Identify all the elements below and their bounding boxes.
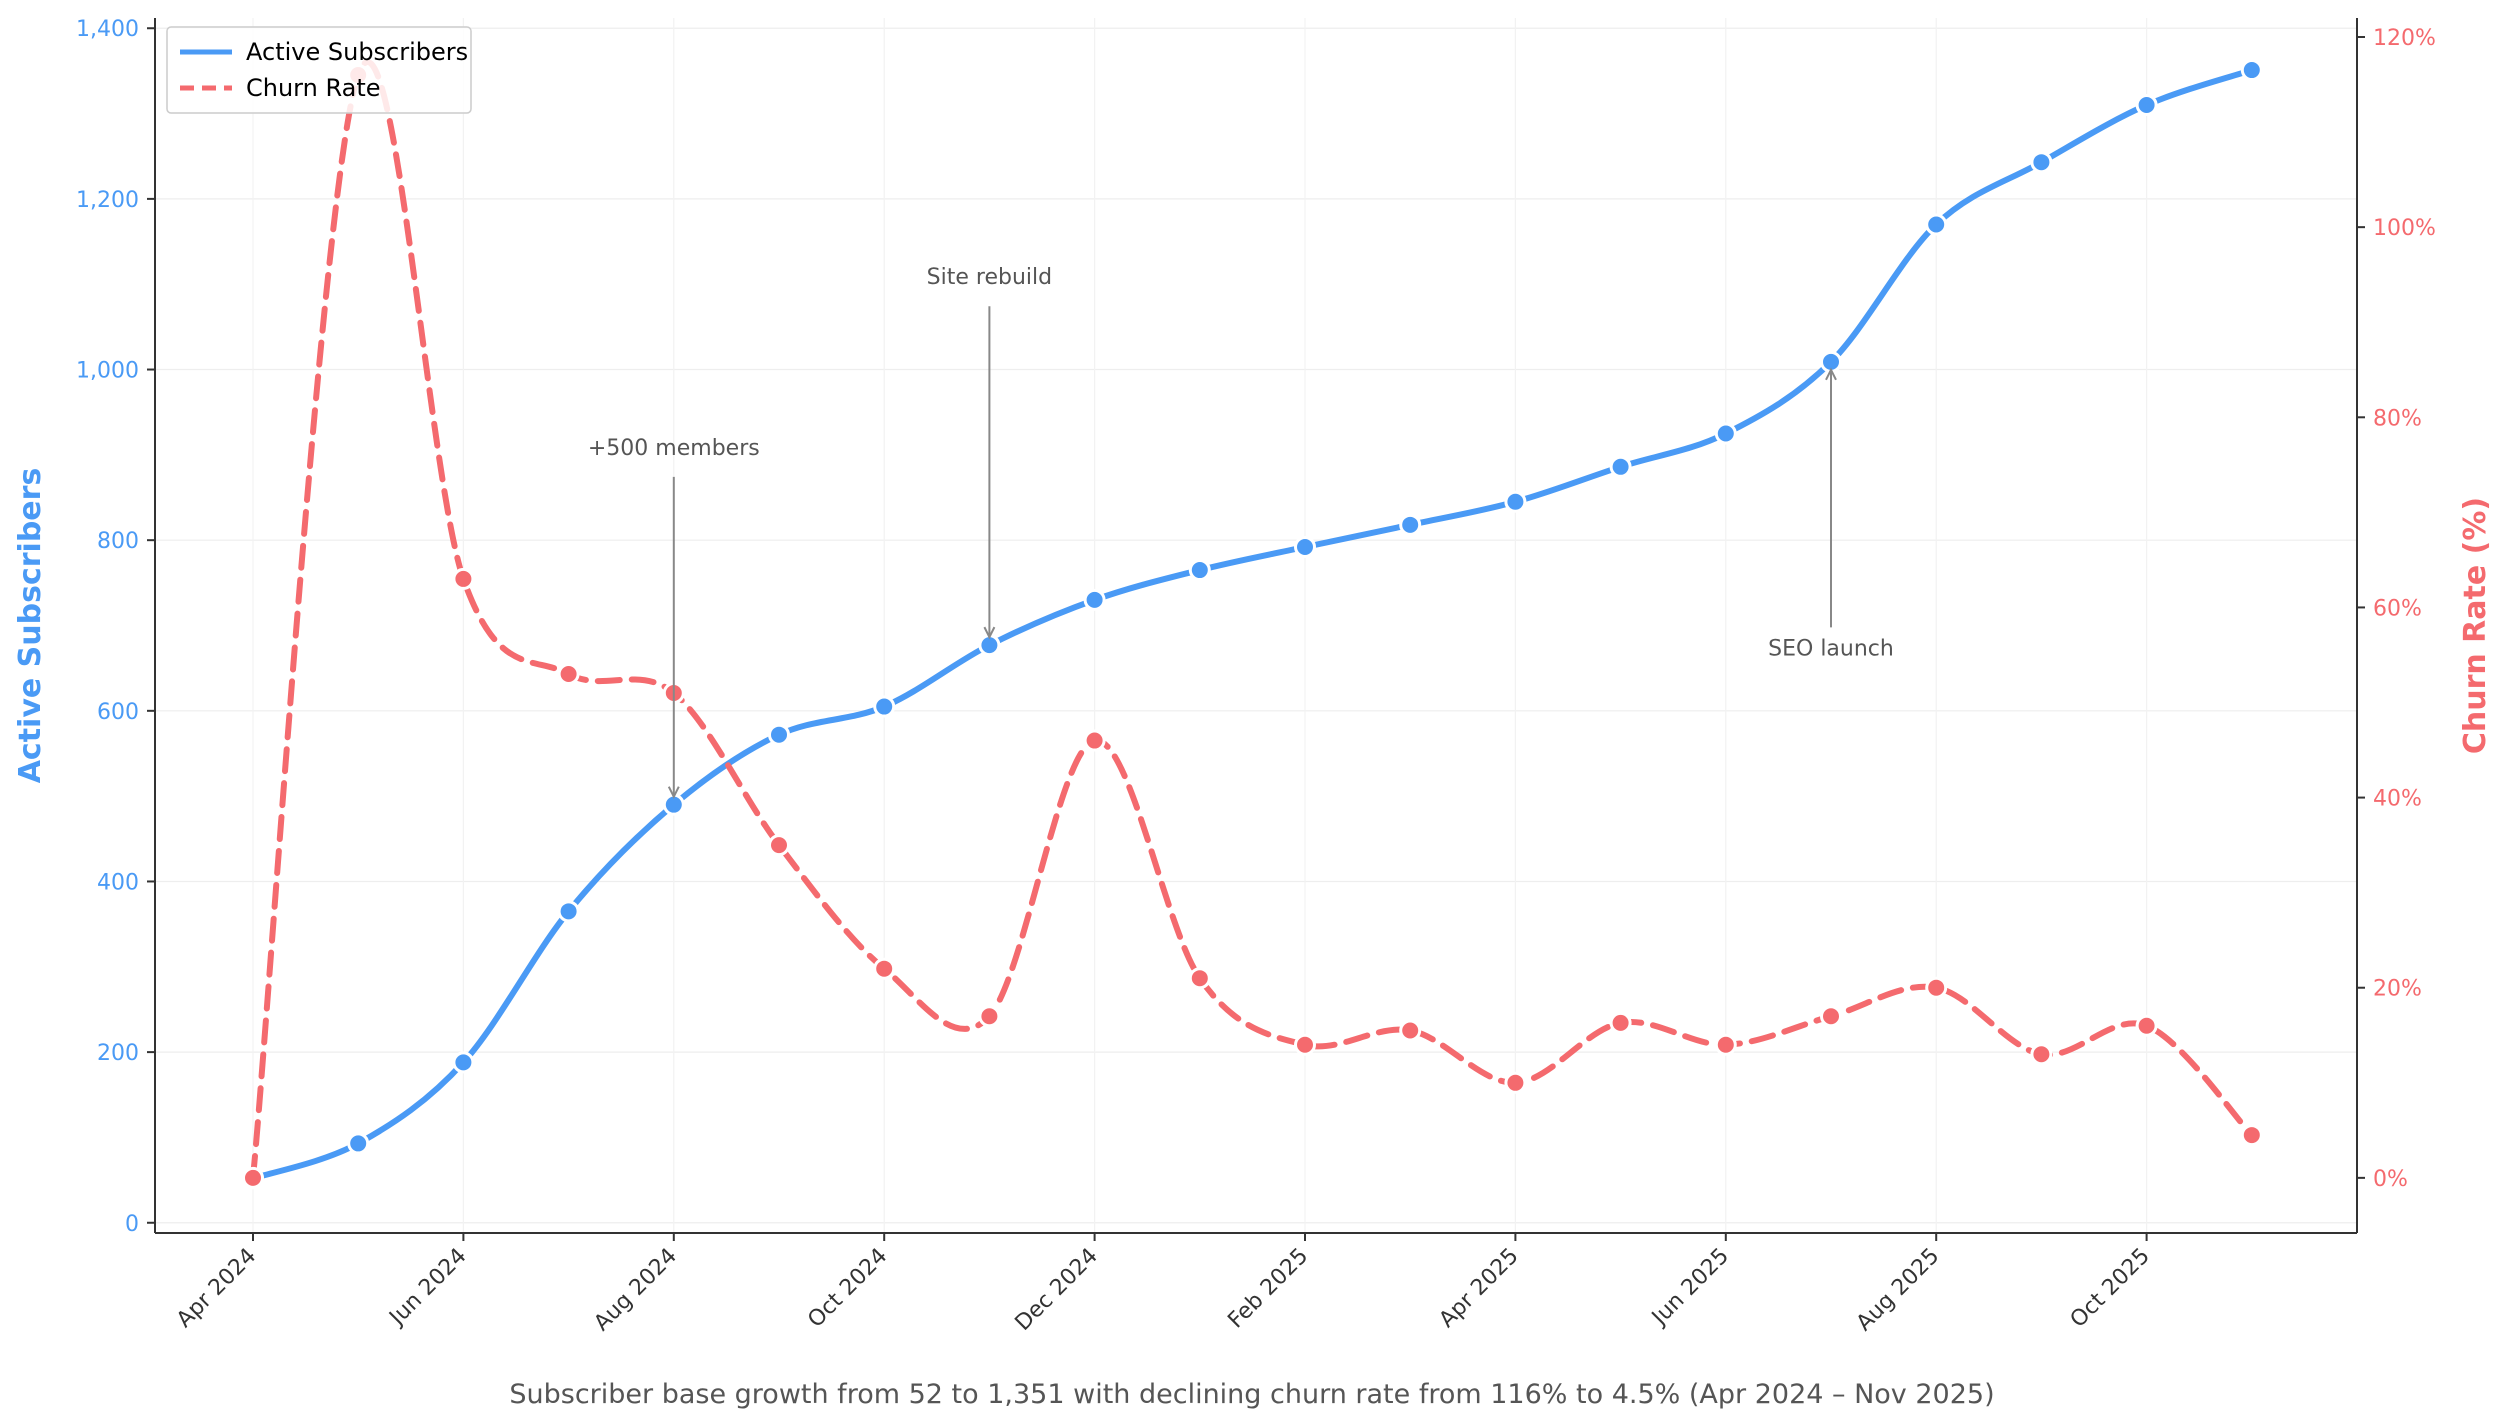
legend: Active Subscribers Churn Rate (166, 26, 472, 114)
y-left-tick-label: 600 (97, 700, 139, 725)
y-left-tick-label: 1,400 (76, 17, 139, 42)
y-right-tick-label: 100% (2373, 216, 2436, 241)
active-subscribers-point (452, 1051, 475, 1074)
x-tick-label: Jun 2025 (1646, 1244, 1734, 1332)
active-subscribers-point (1609, 455, 1632, 478)
active-subscribers-point (1925, 213, 1948, 236)
annotations: +500 members Site rebuild SEO launch (588, 265, 1894, 799)
churn-rate-point (2135, 1014, 2158, 1037)
x-tick-label: Oct 2025 (2066, 1244, 2155, 1333)
y-left-tick-label: 800 (97, 529, 139, 554)
legend-label-churn-rate: Churn Rate (246, 74, 381, 102)
churn-rate-point (242, 1166, 264, 1189)
annotation-arrowhead (983, 626, 996, 640)
axes: 0 200 400 600 800 1,000 1,200 1,400 0% 20% 40% 60% 8… (13, 17, 2493, 1336)
y-right-tick-label: 0% (2373, 1167, 2408, 1192)
churn-rate-point (1925, 976, 1948, 999)
churn-rate-point (1399, 1019, 1422, 1042)
active-subscribers-series (242, 59, 2263, 1190)
churn-rate-point (1820, 1005, 1842, 1028)
churn-rate-point (1188, 967, 1211, 990)
x-tick-label: Aug 2025 (1852, 1244, 1945, 1337)
grid (155, 18, 2357, 1233)
y-left-tick-label: 0 (125, 1212, 139, 1237)
churn-rate-point (1294, 1033, 1316, 1056)
x-tick-label: Apr 2024 (172, 1244, 261, 1333)
legend-box (166, 26, 472, 114)
y-right-axis-title: Churn Rate (%) (2458, 497, 2493, 754)
y-left-tick-label: 1,000 (76, 359, 139, 384)
active-subscribers-point (1504, 490, 1527, 513)
churn-rate-point (1714, 1033, 1737, 1056)
x-tick-label: Feb 2025 (1223, 1244, 1313, 1334)
churn-rate-point (2240, 1124, 2263, 1147)
legend-label-active-subscribers: Active Subscribers (246, 38, 468, 66)
annotation-label: SEO launch (1768, 636, 1894, 661)
chart-caption: Subscriber base growth from 52 to 1,351 … (509, 1379, 1994, 1410)
y-right-tick-label: 40% (2373, 787, 2422, 812)
active-subscribers-point (1399, 513, 1422, 536)
annotation-label: Site rebuild (927, 265, 1052, 290)
y-left-axis-title: Active Subscribers (13, 468, 48, 784)
y-right-tick-label: 20% (2373, 977, 2422, 1002)
y-right-tick-label: 120% (2373, 26, 2436, 51)
y-right-tick-label: 80% (2373, 406, 2422, 431)
y-left-tick-label: 400 (97, 870, 139, 895)
churn-rate-point (1504, 1071, 1527, 1094)
churn-rate-point (452, 567, 475, 590)
active-subscribers-point (2030, 151, 2053, 174)
active-subscribers-point (873, 695, 896, 718)
active-subscribers-point (1294, 536, 1316, 559)
active-subscribers-point (1714, 422, 1737, 445)
churn-rate-point (1609, 1011, 1632, 1034)
churn-rate-point (768, 834, 790, 857)
y-left-tick-label: 200 (97, 1041, 139, 1066)
active-subscribers-point (1083, 588, 1106, 611)
active-subscribers-point (768, 723, 790, 746)
active-subscribers-point (2240, 59, 2263, 82)
x-tick-label: Oct 2024 (803, 1244, 892, 1333)
x-tick-label: Apr 2025 (1435, 1244, 1524, 1333)
y-right-tick-label: 60% (2373, 596, 2422, 621)
annotation-arrowhead (667, 786, 680, 799)
churn-rate-point (1083, 729, 1106, 752)
churn-rate-point (873, 957, 896, 980)
annotation-arrowhead (1825, 367, 1837, 381)
active-subscribers-point (347, 1132, 370, 1155)
x-tick-label: Aug 2024 (589, 1244, 682, 1337)
churn-rate-point (978, 1005, 1001, 1028)
active-subscribers-point (557, 900, 580, 923)
y-left-tick-label: 1,200 (76, 188, 139, 213)
churn-rate-point (557, 662, 580, 685)
annotation-label: +500 members (588, 436, 760, 461)
active-subscribers-line (250, 67, 2255, 1182)
active-subscribers-point (2135, 94, 2158, 117)
x-tick-label: Dec 2024 (1011, 1244, 1103, 1336)
churn-rate-series (242, 59, 2263, 1189)
active-subscribers-point (1188, 559, 1211, 582)
churn-rate-line (250, 59, 2255, 1181)
x-tick-label: Jun 2024 (384, 1244, 472, 1332)
churn-rate-point (2030, 1043, 2053, 1066)
